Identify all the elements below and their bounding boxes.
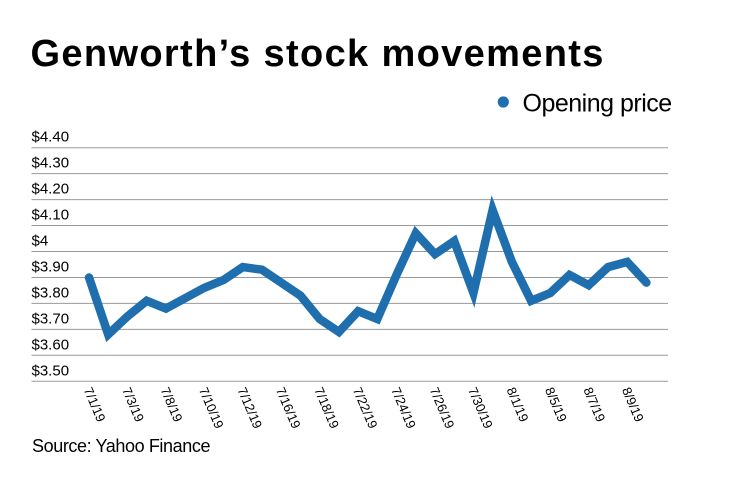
svg-text:Opening price: Opening price (523, 89, 672, 117)
svg-text:$4.40: $4.40 (32, 129, 70, 146)
svg-text:$3.90: $3.90 (32, 258, 70, 275)
svg-text:$4.10: $4.10 (32, 207, 70, 224)
svg-text:$3.70: $3.70 (32, 310, 70, 327)
svg-text:$4: $4 (32, 233, 49, 250)
svg-text:$4.20: $4.20 (32, 181, 70, 198)
svg-text:Genworth’s stock movements: Genworth’s stock movements (31, 33, 605, 75)
svg-text:$3.50: $3.50 (32, 362, 70, 379)
svg-text:$3.80: $3.80 (32, 284, 70, 301)
svg-text:$3.60: $3.60 (32, 336, 70, 353)
svg-text:Source: Yahoo Finance: Source: Yahoo Finance (32, 436, 210, 456)
svg-text:$4.30: $4.30 (32, 155, 70, 172)
